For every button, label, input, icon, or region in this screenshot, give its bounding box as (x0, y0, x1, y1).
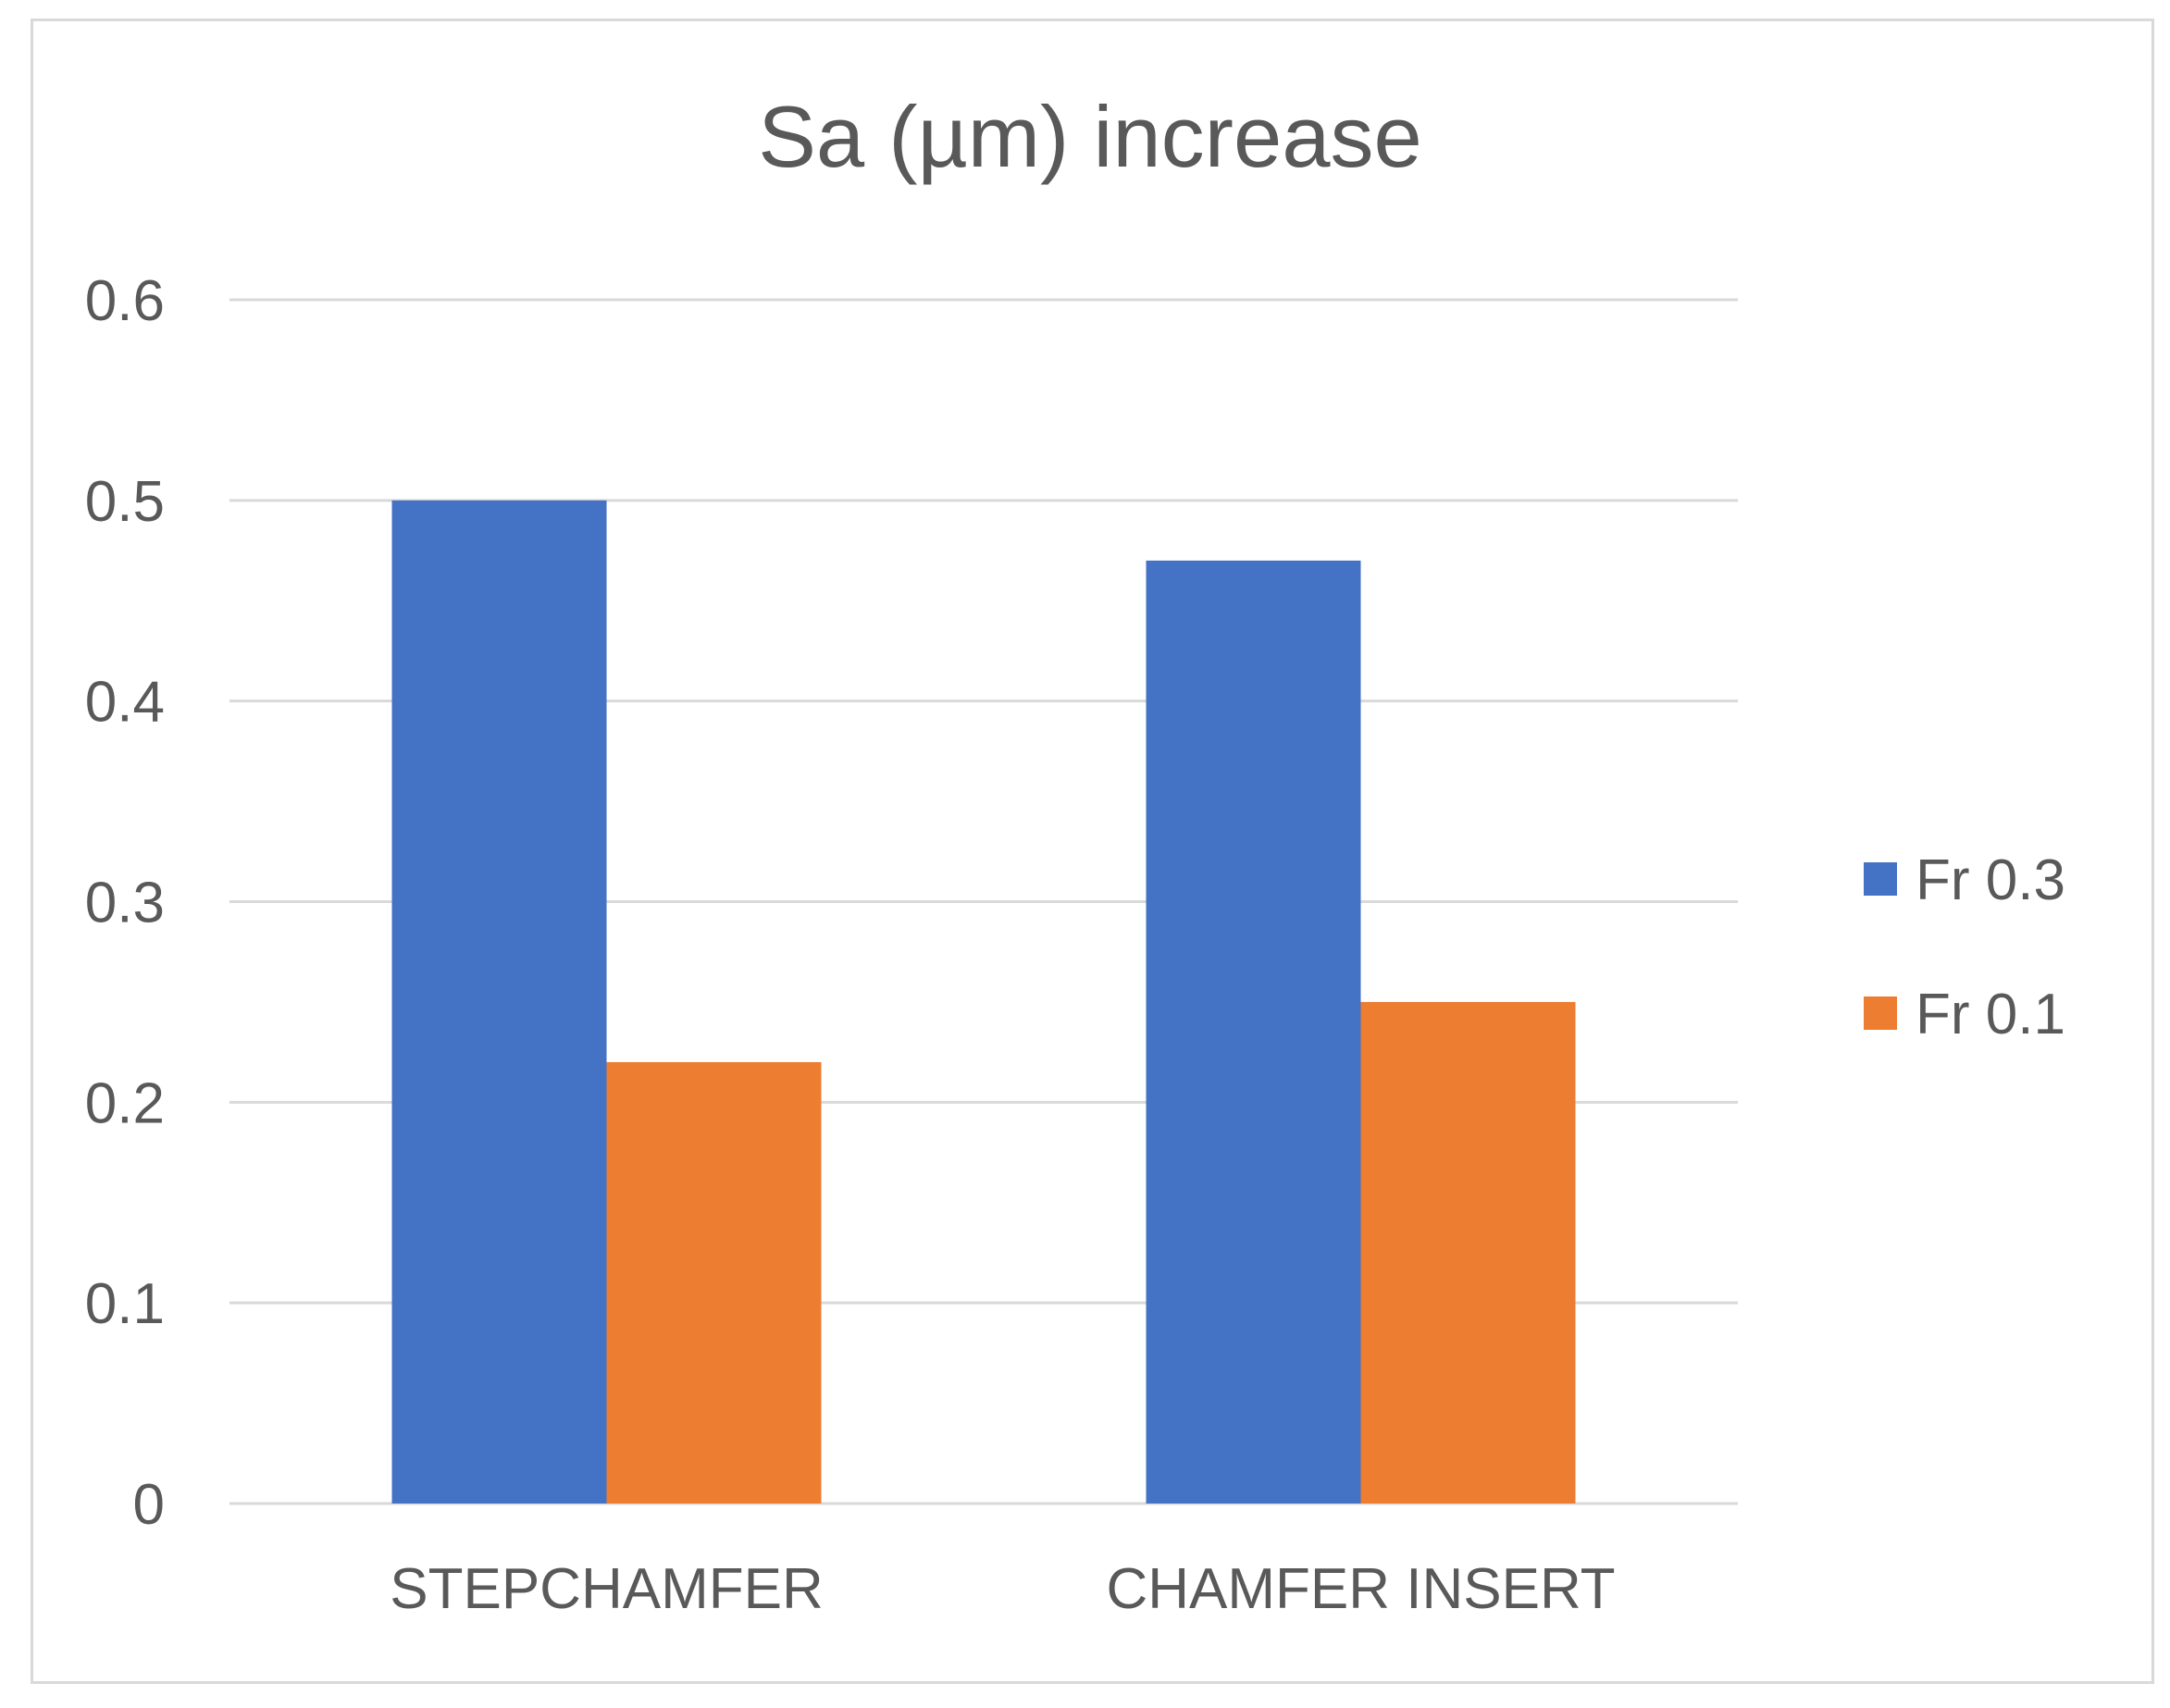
legend: Fr 0.3 Fr 0.1 (1864, 848, 2065, 1046)
legend-label: Fr 0.3 (1916, 848, 2065, 912)
legend-swatch (1864, 862, 1897, 896)
legend-swatch (1864, 996, 1897, 1030)
bar-fr-0-3-stepchamfer (391, 500, 607, 1504)
bar-fr-0-1-chamfer-insert (1360, 1001, 1576, 1504)
x-category-label: CHAMFER INSERT (1106, 1557, 1615, 1621)
y-tick-label: 0 (133, 1473, 165, 1537)
x-axis-category-labels: STEPCHAMFER CHAMFER INSERT (390, 1557, 1615, 1621)
bar-fr-0-3-chamfer-insert (1146, 560, 1361, 1504)
bars (391, 500, 1576, 1504)
x-category-label: STEPCHAMFER (390, 1557, 823, 1621)
y-tick-label: 0.5 (85, 470, 165, 534)
legend-label: Fr 0.1 (1916, 983, 2065, 1046)
y-tick-label: 0.2 (85, 1071, 165, 1135)
y-tick-label: 0.3 (85, 872, 165, 935)
bar-fr-0-1-stepchamfer (606, 1061, 822, 1504)
y-tick-label: 0.1 (85, 1272, 165, 1336)
chart-title: Sa (µm) increase (758, 88, 1422, 185)
y-axis-tick-labels: 0 0.1 0.2 0.3 0.4 0.5 0.6 (85, 269, 165, 1537)
y-tick-label: 0.6 (85, 269, 165, 333)
y-tick-label: 0.4 (85, 671, 165, 735)
chart-frame (31, 19, 2154, 1684)
